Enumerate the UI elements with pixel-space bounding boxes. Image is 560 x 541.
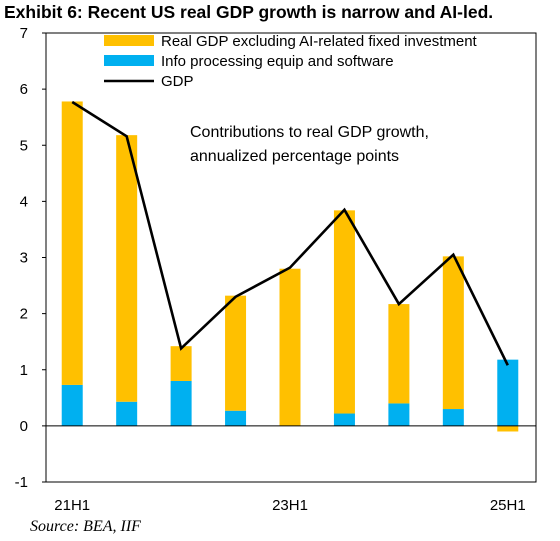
gdp-line xyxy=(71,100,509,366)
y-tick-label: 1 xyxy=(20,362,28,379)
bar-ai-25h1 xyxy=(497,359,519,426)
y-tick-label: 3 xyxy=(20,250,28,267)
y-tick-label: 4 xyxy=(20,193,28,210)
legend-label-ai: Info processing equip and software xyxy=(161,53,394,70)
y-tick-label: 6 xyxy=(20,81,28,98)
bar-ai-23h2 xyxy=(333,413,355,426)
bar-ai-21h1 xyxy=(61,384,83,426)
bar-nonai-24h2 xyxy=(442,256,464,410)
y-tick-label: 2 xyxy=(20,306,28,323)
bar-nonai-22h1 xyxy=(170,346,192,381)
legend: Real GDP excluding AI-related fixed inve… xyxy=(104,33,478,90)
bar-ai-24h2 xyxy=(442,409,464,426)
x-tick-label: 25H1 xyxy=(490,497,526,514)
bar-nonai-23h2 xyxy=(333,210,355,414)
x-axis: 21H1 23H1 25H1 xyxy=(54,497,525,514)
bar-nonai-25h1 xyxy=(497,425,519,432)
bar-ai-21h2 xyxy=(116,401,138,426)
y-tick-label: 5 xyxy=(20,137,28,154)
source-note: Source: BEA, IIF xyxy=(30,518,141,535)
bar-nonai-21h1 xyxy=(61,101,83,385)
bar-nonai-24h1 xyxy=(388,304,410,404)
legend-label-nonai: Real GDP excluding AI-related fixed inve… xyxy=(161,33,478,50)
annotation-line-2: annualized percentage points xyxy=(190,148,399,165)
chart-title: Exhibit 6: Recent US real GDP growth is … xyxy=(4,2,494,22)
legend-swatch-nonai xyxy=(104,35,154,46)
annotation-line-1: Contributions to real GDP growth, xyxy=(190,124,429,141)
bar-nonai-21h2 xyxy=(116,135,138,402)
y-tick-label: 0 xyxy=(20,418,28,435)
bar-nonai-23h1 xyxy=(279,268,301,426)
legend-label-gdp: GDP xyxy=(161,73,194,90)
gdp-line-layer xyxy=(71,100,509,366)
x-tick-label: 23H1 xyxy=(272,497,308,514)
bar-nonai-22h2 xyxy=(225,295,247,411)
bar-ai-24h1 xyxy=(388,403,410,426)
y-axis: -1 0 1 2 3 4 5 6 7 xyxy=(15,25,46,491)
bar-ai-22h1 xyxy=(170,380,192,426)
y-tick-label: -1 xyxy=(15,474,28,491)
y-tick-label: 7 xyxy=(20,25,28,42)
bar-ai-22h2 xyxy=(225,410,247,426)
legend-swatch-ai xyxy=(104,55,154,66)
bars-layer xyxy=(61,101,519,432)
x-tick-label: 21H1 xyxy=(54,497,90,514)
